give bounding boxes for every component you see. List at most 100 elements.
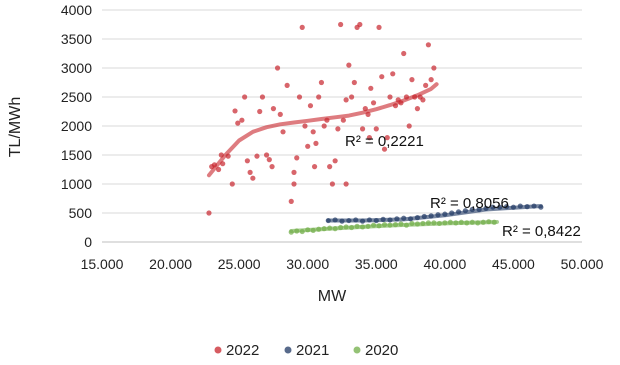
data-point-2022 [270, 106, 277, 112]
data-point-2022 [321, 123, 327, 129]
data-point-2022 [376, 24, 382, 30]
data-point-2022 [338, 21, 344, 28]
y-tick-label: 1500 [61, 147, 92, 163]
data-point-2022 [269, 164, 275, 170]
data-point-2022 [318, 79, 325, 86]
data-point-2022 [420, 97, 426, 103]
data-point-2022 [296, 94, 303, 100]
y-tick-label: 500 [69, 205, 93, 221]
data-point-2022 [305, 143, 311, 149]
trendline-2020 [289, 220, 499, 233]
data-point-2022 [366, 135, 373, 141]
x-axis-ticks: 15.000 20.000 25.000 30.000 35.000 40.000 45.0… [81, 256, 604, 272]
x-tick-label: 45.000 [492, 256, 535, 272]
data-point-2022 [409, 77, 415, 83]
data-point-2022 [335, 126, 341, 132]
data-point-2022 [414, 106, 421, 112]
data-point-2022 [332, 158, 338, 164]
data-point-2022 [244, 158, 250, 164]
data-point-2022 [280, 129, 286, 135]
data-point-2022 [263, 152, 270, 158]
x-tick-label: 40.000 [423, 256, 466, 272]
r2-label-2020: R² = 0,8422 [502, 223, 581, 240]
data-point-2022 [359, 126, 366, 132]
data-point-2022 [425, 42, 431, 48]
data-point-2022 [346, 62, 352, 68]
y-axis-ticks: 0 500 1000 1500 2000 2500 3000 3500 4000 [61, 2, 92, 250]
data-point-2022 [431, 65, 437, 71]
data-point-2022 [266, 157, 272, 163]
legend: 2022 2021 2020 [214, 342, 398, 359]
gridlines [102, 9, 582, 243]
data-point-2022 [239, 117, 245, 123]
data-point-2022 [291, 169, 297, 175]
trendline-2021 [326, 204, 543, 223]
r2-label-2022: R² = 0,2221 [345, 133, 424, 150]
data-point-2022 [370, 100, 377, 106]
y-tick-label: 3000 [61, 60, 92, 76]
x-tick-label: 20.000 [149, 256, 192, 272]
data-point-2022 [387, 94, 393, 100]
y-tick-label: 1000 [61, 176, 92, 192]
data-point-2022 [288, 198, 294, 204]
data-point-2022 [351, 79, 357, 86]
data-point-2022 [206, 210, 212, 216]
trendline-2022 [207, 82, 439, 178]
data-point-2022 [329, 181, 335, 187]
data-point-2022 [229, 181, 235, 187]
data-point-2022 [299, 24, 305, 30]
data-point-2022 [277, 111, 283, 117]
data-point-2022 [247, 169, 253, 175]
data-point-2022 [311, 164, 318, 170]
data-point-2022 [302, 123, 308, 129]
r2-label-2021: R² = 0,8056 [430, 195, 509, 212]
x-tick-label: 50.000 [561, 256, 604, 272]
data-point-2022 [428, 77, 434, 83]
data-point-2022 [250, 175, 256, 181]
data-point-2022 [327, 164, 333, 170]
legend-marker-2022 [214, 346, 222, 354]
y-tick-label: 4000 [61, 2, 92, 18]
y-tick-label: 2500 [61, 89, 92, 105]
y-tick-label: 2000 [61, 118, 92, 134]
data-point-2022 [307, 103, 314, 109]
x-tick-label: 35.000 [355, 256, 398, 272]
data-point-2022 [257, 108, 263, 115]
trendlines [207, 82, 543, 233]
data-point-2022 [294, 155, 300, 161]
data-point-2022 [406, 123, 412, 129]
data-point-2022 [274, 65, 281, 71]
data-point-2022 [343, 97, 349, 103]
x-tick-label: 15.000 [81, 256, 124, 272]
y-tick-label: 0 [84, 234, 92, 250]
data-point-2022 [390, 71, 396, 77]
data-point-2022 [368, 85, 374, 91]
data-point-2022 [401, 50, 407, 57]
data-point-2022 [379, 74, 385, 80]
data-point-2022 [373, 126, 379, 132]
data-point-2022 [381, 146, 388, 152]
legend-label-2021: 2021 [296, 342, 329, 359]
data-point-2022 [384, 135, 390, 141]
data-point-2022 [235, 120, 241, 126]
data-point-2022 [259, 94, 266, 100]
x-tick-label: 25.000 [218, 256, 261, 272]
legend-label-2022: 2022 [226, 342, 259, 359]
x-tick-label: 30.000 [286, 256, 329, 272]
legend-marker-2021 [284, 346, 292, 354]
data-point-2022 [284, 82, 290, 88]
data-point-2022 [254, 153, 260, 159]
data-point-2022 [340, 117, 346, 123]
data-point-2022 [291, 181, 297, 187]
y-axis-title: TL/MWh [7, 97, 24, 157]
x-axis-title: MW [318, 288, 347, 305]
data-point-2022 [316, 94, 322, 100]
legend-marker-2020 [353, 346, 361, 354]
data-point-2022 [310, 129, 316, 135]
data-point-2022 [357, 21, 363, 28]
data-point-2022 [232, 108, 238, 114]
legend-label-2020: 2020 [365, 342, 398, 359]
data-point-2022 [343, 181, 349, 187]
data-point-2022 [313, 140, 319, 146]
